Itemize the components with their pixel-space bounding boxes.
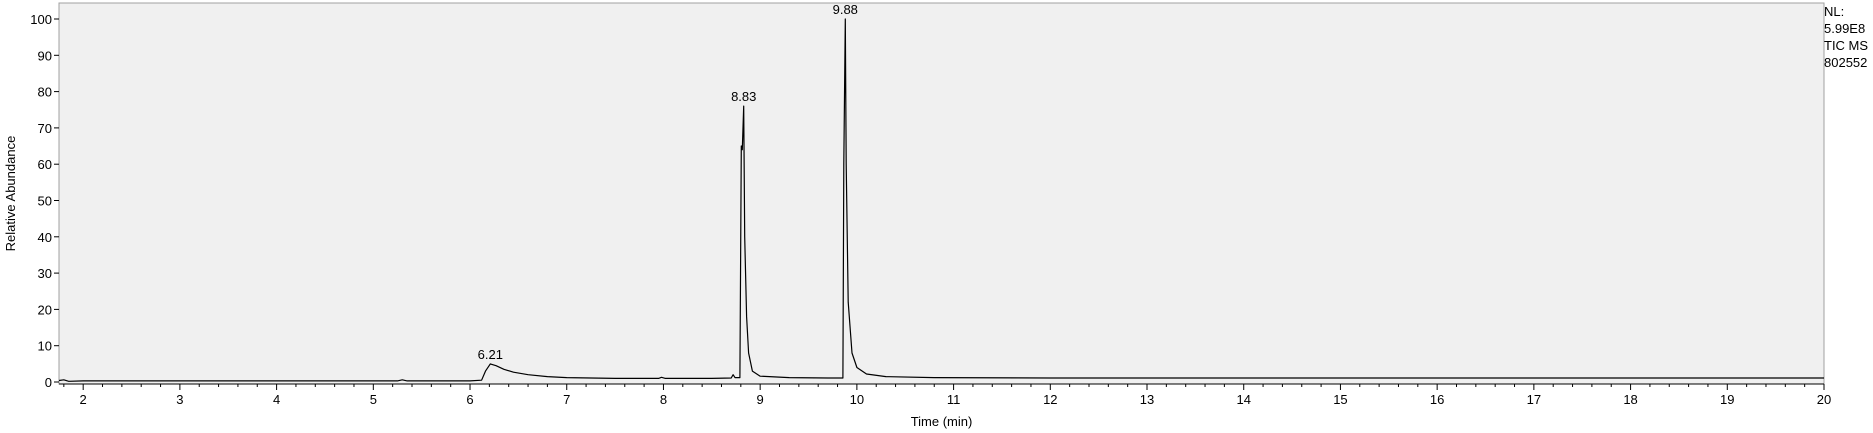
y-tick-label: 30 <box>38 266 52 281</box>
x-tick-label: 18 <box>1623 392 1637 407</box>
x-tick-label: 12 <box>1043 392 1057 407</box>
info-panel: NL: 5.99E8 TIC MS 802552 <box>1824 3 1868 71</box>
x-tick-label: 8 <box>660 392 667 407</box>
y-tick-label: 100 <box>30 12 52 27</box>
x-tick-label: 11 <box>947 392 961 407</box>
x-tick-label: 6 <box>466 392 473 407</box>
x-tick-label: 13 <box>1140 392 1154 407</box>
file-name: 802552 <box>1824 55 1868 70</box>
x-tick-label: 3 <box>176 392 183 407</box>
tic-trace <box>58 18 1824 382</box>
y-tick-label: 40 <box>38 230 52 245</box>
y-tick-label: 90 <box>38 48 52 63</box>
x-axis-label: Time (min) <box>911 414 973 429</box>
x-tick-label: 10 <box>850 392 864 407</box>
x-axis: 2 3 4 5 6 7 8 9 10 11 12 13 14 15 16 17 18 19 20 <box>59 383 1831 407</box>
x-tick-label: 5 <box>370 392 377 407</box>
x-tick-label: 2 <box>80 392 87 407</box>
nl-value: 5.99E8 <box>1824 21 1866 36</box>
x-tick-label: 9 <box>757 392 764 407</box>
y-axis: 0 10 20 30 40 50 60 70 80 90 100 <box>30 12 59 390</box>
series-layer <box>58 18 1824 382</box>
x-tick-label: 16 <box>1430 392 1444 407</box>
y-tick-label: 60 <box>38 157 52 172</box>
peak-labels: 6.21 8.83 9.88 <box>478 2 858 362</box>
y-tick-label: 0 <box>45 375 52 390</box>
x-tick-label: 19 <box>1720 392 1734 407</box>
y-tick-label: 20 <box>38 302 52 317</box>
nl-label: NL: <box>1824 4 1845 19</box>
x-tick-label: 14 <box>1236 392 1250 407</box>
y-tick-label: 80 <box>38 85 52 100</box>
plot-area <box>58 2 1825 385</box>
peak-label: 8.83 <box>731 89 756 104</box>
y-tick-label: 50 <box>38 194 52 209</box>
x-tick-label: 7 <box>563 392 570 407</box>
peak-label: 6.21 <box>478 347 503 362</box>
x-tick-label: 20 <box>1817 392 1831 407</box>
scan-filter: TIC MS <box>1824 38 1869 53</box>
x-tick-label: 17 <box>1527 392 1541 407</box>
y-axis-label: Relative Abundance <box>3 136 18 252</box>
peak-label: 9.88 <box>833 2 858 17</box>
y-tick-label: 70 <box>38 121 52 136</box>
y-tick-label: 10 <box>38 339 52 354</box>
x-tick-label: 4 <box>273 392 280 407</box>
x-tick-label: 15 <box>1333 392 1347 407</box>
